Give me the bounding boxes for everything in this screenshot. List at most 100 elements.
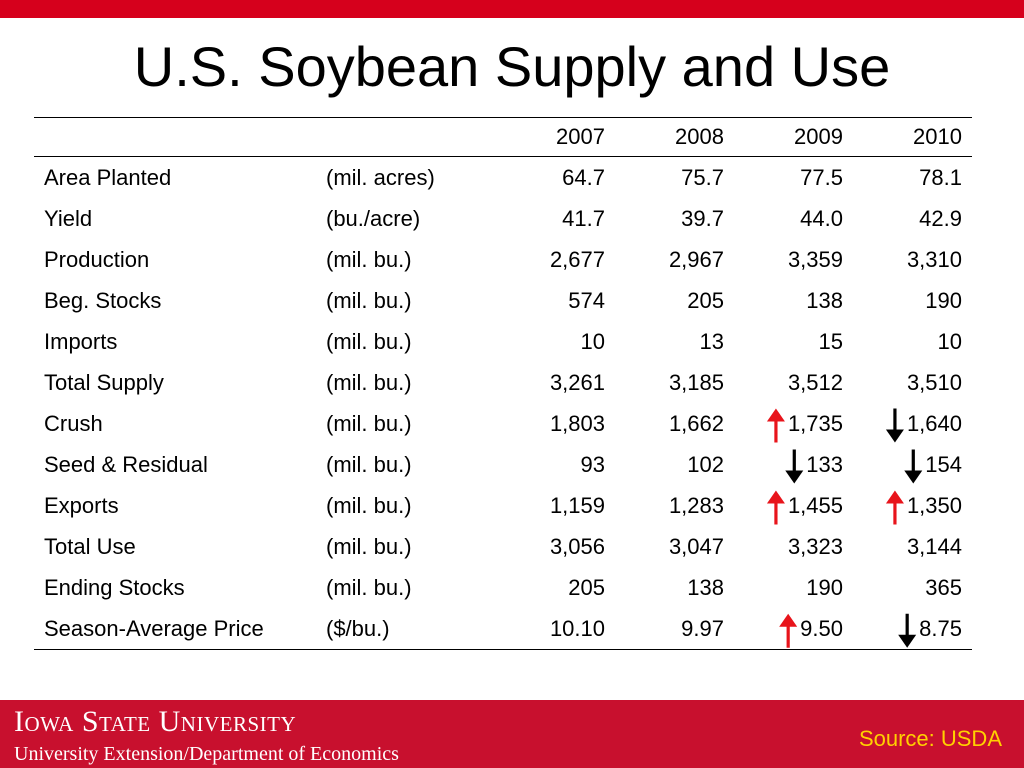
row-unit: (mil. bu.) <box>326 410 412 436</box>
cell-2010: 1,640 <box>906 410 962 436</box>
cell-2007: 41.7 <box>562 205 605 231</box>
cell-2010: 1,350 <box>906 492 962 518</box>
cell-2010: 8.75 <box>919 615 962 641</box>
cell-2010: 3,144 <box>906 533 962 559</box>
row-label: Total Use <box>44 533 136 559</box>
cell-2008: 13 <box>699 328 724 354</box>
cell-2008: 138 <box>687 574 724 600</box>
footer-bar <box>0 700 1024 768</box>
row-label: Production <box>44 246 150 272</box>
top-accent-bar <box>0 0 1024 18</box>
source-note: Source: USDA <box>858 726 1002 751</box>
header-blank-unit <box>316 118 496 157</box>
table-row: Total Use (mil. bu.) 3,056 3,047 3,323 3,144 <box>34 526 972 567</box>
cell-2007: 205 <box>568 574 605 600</box>
row-unit: (mil. bu.) <box>326 246 412 272</box>
row-label: Yield <box>44 205 93 231</box>
cell-2010: 3,510 <box>906 369 962 395</box>
table-row: Yield (bu./acre) 41.7 39.7 44.0 42.9 <box>34 198 972 239</box>
table-row: Ending Stocks (mil. bu.) 205 138 190 365 <box>34 567 972 608</box>
row-unit: (bu./acre) <box>326 205 421 231</box>
row-label: Season-Average Price <box>44 615 264 641</box>
cell-2008: 9.97 <box>681 615 724 641</box>
header-year-2010: 2010 <box>913 124 962 149</box>
row-unit: (mil. bu.) <box>326 574 412 600</box>
row-unit: (mil. bu.) <box>326 287 412 313</box>
cell-2007: 1,159 <box>549 492 605 518</box>
row-unit: ($/bu.) <box>326 615 390 641</box>
cell-2007: 3,261 <box>549 369 605 395</box>
slide-title: U.S. Soybean Supply and Use <box>133 35 891 98</box>
row-label: Total Supply <box>44 369 164 395</box>
cell-2010: 10 <box>937 328 962 354</box>
row-label: Ending Stocks <box>44 574 185 600</box>
cell-2009: 77.5 <box>800 164 843 190</box>
cell-2010: 42.9 <box>919 205 962 231</box>
cell-2007: 10.10 <box>549 615 605 641</box>
cell-2007: 1,803 <box>549 410 605 436</box>
cell-2008: 1,283 <box>668 492 724 518</box>
table-body: Area Planted (mil. acres) 64.7 75.7 77.5 78.1… <box>34 157 972 650</box>
cell-2009: 3,359 <box>787 246 843 272</box>
row-unit: (mil. bu.) <box>326 492 412 518</box>
row-unit: (mil. bu.) <box>326 328 412 354</box>
table-row: Area Planted (mil. acres) 64.7 75.7 77.5 78.1 <box>34 157 972 199</box>
row-label: Beg. Stocks <box>44 287 162 313</box>
cell-2010: 3,310 <box>906 246 962 272</box>
table-header-row: 2007 2008 2009 2010 <box>34 117 972 157</box>
department-name: University Extension/Department of Econo… <box>14 743 399 765</box>
cell-2009: 3,323 <box>787 533 843 559</box>
cell-2009: 133 <box>806 451 843 477</box>
cell-2010: 78.1 <box>919 164 962 190</box>
cell-2009: 1,455 <box>787 492 843 518</box>
cell-2010: 365 <box>925 574 962 600</box>
table-row: Production (mil. bu.) 2,677 2,967 3,359 3,310 <box>34 239 972 280</box>
cell-2007: 93 <box>580 451 605 477</box>
cell-2007: 2,677 <box>549 246 605 272</box>
cell-2008: 102 <box>687 451 724 477</box>
table-row: Imports (mil. bu.) 10 13 15 10 <box>34 321 972 362</box>
cell-2009: 138 <box>806 287 843 313</box>
cell-2010: 190 <box>925 287 962 313</box>
row-label: Imports <box>44 328 118 354</box>
header-year-2009: 2009 <box>794 124 843 149</box>
cell-2009: 190 <box>806 574 843 600</box>
cell-2007: 10 <box>580 328 605 354</box>
supply-use-table: 2007 2008 2009 2010 Area Planted (mil. ac… <box>34 117 972 650</box>
row-label: Seed & Residual <box>44 451 208 477</box>
university-wordmark: Iowa State University <box>14 705 297 738</box>
cell-2008: 2,967 <box>668 246 724 272</box>
row-unit: (mil. bu.) <box>326 451 412 477</box>
row-label: Exports <box>44 492 119 518</box>
cell-2007: 574 <box>568 287 605 313</box>
supply-use-table-container: 2007 2008 2009 2010 Area Planted (mil. ac… <box>34 117 972 650</box>
header-year-2008: 2008 <box>675 124 724 149</box>
cell-2009: 44.0 <box>800 205 843 231</box>
cell-2008: 205 <box>687 287 724 313</box>
cell-2009: 3,512 <box>787 369 843 395</box>
table-row: Beg. Stocks (mil. bu.) 574 205 138 190 <box>34 280 972 321</box>
cell-2008: 3,047 <box>668 533 724 559</box>
cell-2007: 3,056 <box>549 533 605 559</box>
cell-2008: 1,662 <box>668 410 724 436</box>
cell-2010: 154 <box>925 451 962 477</box>
table-row: Total Supply (mil. bu.) 3,261 3,185 3,512 3,5… <box>34 362 972 403</box>
cell-2008: 75.7 <box>681 164 724 190</box>
table-row: Seed & Residual (mil. bu.) 93 102 133 154 <box>34 444 972 485</box>
cell-2008: 3,185 <box>668 369 724 395</box>
header-year-2007: 2007 <box>556 124 605 149</box>
row-unit: (mil. bu.) <box>326 533 412 559</box>
cell-2009: 1,735 <box>787 410 843 436</box>
cell-2007: 64.7 <box>562 164 605 190</box>
cell-2008: 39.7 <box>681 205 724 231</box>
row-label: Crush <box>44 410 103 436</box>
row-unit: (mil. bu.) <box>326 369 412 395</box>
header-blank-label <box>34 118 316 157</box>
cell-2009: 9.50 <box>800 615 843 641</box>
table-row: Season-Average Price ($/bu.) 10.10 9.97 9.50… <box>34 608 972 650</box>
table-row: Crush (mil. bu.) 1,803 1,662 1,735 1,640 <box>34 403 972 444</box>
table-row: Exports (mil. bu.) 1,159 1,283 1,455 1,350 <box>34 485 972 526</box>
cell-2009: 15 <box>818 328 843 354</box>
row-unit: (mil. acres) <box>326 164 435 190</box>
